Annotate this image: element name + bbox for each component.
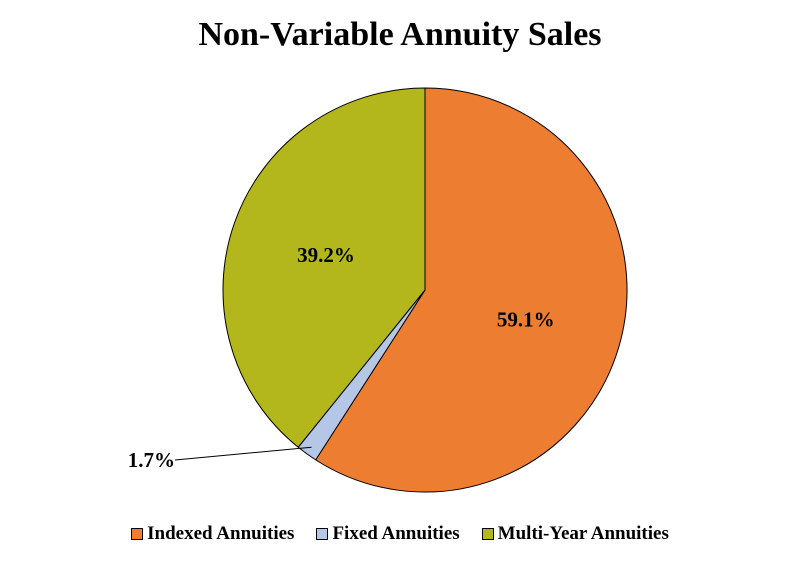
chart-title: Non-Variable Annuity Sales (198, 16, 602, 53)
data-label-fixed-annuities: 1.7% (128, 448, 175, 472)
leader-line-fixed-annuities (174, 446, 312, 461)
pie-slice-indexed-annuities (315, 87, 628, 493)
pie-slice-multi-year-annuities (222, 87, 426, 448)
legend-label: Indexed Annuities (147, 523, 295, 544)
legend: Indexed Annuities Fixed Annuities Multi-Ye… (0, 523, 800, 545)
legend-swatch (131, 528, 144, 540)
legend-item-indexed-annuities: Indexed Annuities (131, 523, 294, 545)
data-label-multi-year-annuities: 39.2% (297, 243, 355, 267)
legend-item-fixed-annuities: Fixed Annuities (316, 523, 460, 545)
legend-label: Fixed Annuities (332, 523, 460, 544)
legend-swatch (481, 528, 494, 540)
legend-item-multi-year-annuities: Multi-Year Annuities (481, 523, 669, 545)
legend-swatch (316, 528, 329, 540)
legend-label: Multi-Year Annuities (497, 523, 669, 544)
data-label-indexed-annuities: 59.1% (497, 308, 555, 332)
